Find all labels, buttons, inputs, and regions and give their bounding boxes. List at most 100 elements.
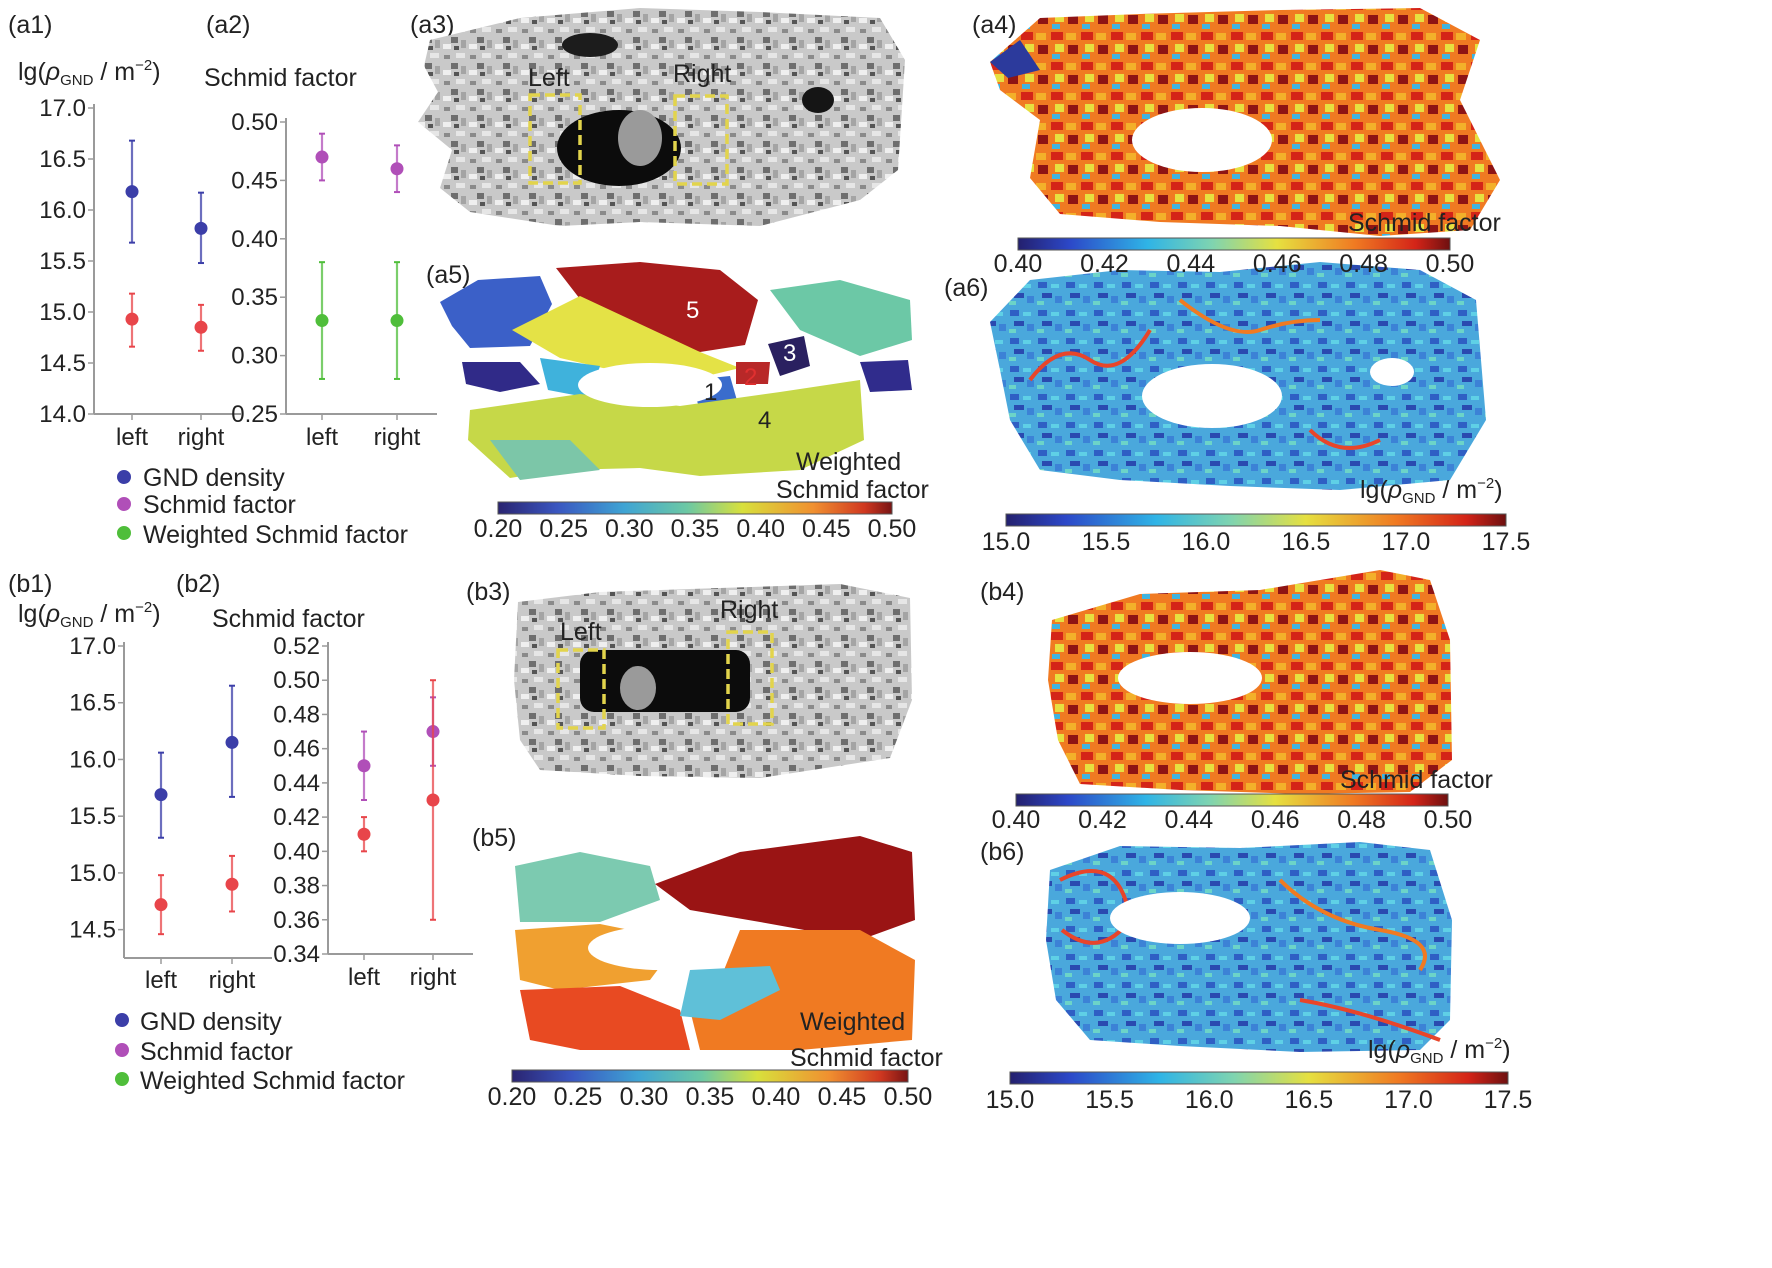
legend-a-wsf-marker <box>117 526 131 540</box>
a1-ytick-label: 14.5 <box>39 350 86 377</box>
panel-label-b2: (b2) <box>176 570 220 598</box>
b3-right-box <box>726 630 774 726</box>
b1-ytick-label: 15.5 <box>69 803 116 830</box>
a1-ytick-label: 16.0 <box>39 197 86 224</box>
b2-ytick-label: 0.52 <box>273 633 320 660</box>
legend-a-sf-label: Schmid factor <box>143 491 296 519</box>
b2-ytick-label: 0.42 <box>273 804 320 831</box>
b4-map-label: Schmid factor <box>1340 766 1493 794</box>
b1-marker <box>154 898 168 912</box>
a6-boundary-1 <box>1028 328 1152 382</box>
a1-ytick-label: 14.0 <box>39 401 86 428</box>
colorbar-b5-tick-label: 0.45 <box>818 1083 867 1111</box>
b6-boundary-2 <box>1278 878 1427 972</box>
colorbar-a5 <box>497 501 893 515</box>
panel-label-b3: (b3) <box>466 578 510 606</box>
b2-ytick-label: 0.40 <box>273 838 320 865</box>
colorbar-b4-tick-label: 0.48 <box>1337 806 1386 834</box>
map-a6-gnd: lg(ρGND / m−2) <box>990 262 1503 507</box>
b3-left-box <box>556 648 606 730</box>
a1-marker <box>125 185 139 199</box>
b1-point-1-left <box>154 874 168 936</box>
b3-left-label: Left <box>560 618 602 646</box>
colorbar-b4-tick-label: 0.50 <box>1424 806 1473 834</box>
a6-map-label: lg(ρGND / m−2) <box>1360 475 1503 507</box>
map-b3-grayscale: Left Right <box>514 584 912 778</box>
panel-label-b6: (b6) <box>980 838 1024 866</box>
a1-marker <box>194 221 208 235</box>
a6-boundary-2 <box>1178 298 1321 334</box>
a1-ytick-label: 15.0 <box>39 299 86 326</box>
a1-ytick-label: 15.5 <box>39 248 86 275</box>
colorbar-b4-tick-label: 0.44 <box>1164 806 1213 834</box>
b1-xtick-label-left: left <box>145 967 177 994</box>
a6-small-void <box>1370 358 1414 386</box>
legend-b-gnd-marker <box>115 1013 129 1027</box>
legend-b-wsf-marker <box>115 1072 129 1086</box>
colorbar-b4-tick-label: 0.42 <box>1078 806 1127 834</box>
a3-void <box>557 110 681 186</box>
b2-axis-title: Schmid factor <box>212 605 365 633</box>
a1-point-0-left <box>125 139 139 244</box>
b3-inclusion <box>620 666 656 710</box>
b1-marker <box>225 877 239 891</box>
colorbar-a5-tick-label: 0.50 <box>868 515 917 543</box>
panel-label-a1: (a1) <box>8 11 52 39</box>
a3-small-void <box>802 87 834 113</box>
colorbar-b4 <box>1015 793 1449 807</box>
b2-point-1-left <box>357 816 371 853</box>
b2-point-0-left <box>357 730 371 801</box>
b1-marker <box>225 735 239 749</box>
b2-ytick-label: 0.50 <box>273 667 320 694</box>
b6-void <box>1110 892 1250 944</box>
colorbar-a4-tick-label: 0.44 <box>1166 250 1215 278</box>
a2-point-0-left <box>315 132 329 182</box>
a2-marker <box>315 314 329 328</box>
legend-b-wsf-label: Weighted Schmid factor <box>140 1067 405 1095</box>
colorbar-a4-tick-label: 0.40 <box>994 250 1043 278</box>
a2-ytick-label: 0.40 <box>231 226 278 253</box>
legend-b-sf-label: Schmid factor <box>140 1038 293 1066</box>
b6-sample-region <box>1046 842 1452 1052</box>
a5-grain-label-1: 1 <box>704 379 717 406</box>
colorbar-a5-tick-label: 0.20 <box>474 515 523 543</box>
b5-grain-teal <box>515 852 660 922</box>
a1-xtick-label-right: right <box>178 424 225 451</box>
a2-ytick-label: 0.35 <box>231 284 278 311</box>
colorbar-b6 <box>1009 1071 1509 1085</box>
a5-grain-yellow <box>512 296 740 380</box>
a5-map-label-line2: Schmid factor <box>776 476 929 504</box>
a1-point-1-left <box>125 292 139 348</box>
b5-grain-darkred <box>655 836 915 940</box>
b5-grain-orange-right <box>690 930 915 1050</box>
legend-a: GND density Schmid factor Weighted Schmi… <box>117 464 408 549</box>
colorbar-b5-tick-label: 0.50 <box>884 1083 933 1111</box>
panel-label-a2: (a2) <box>206 11 250 39</box>
a3-left-box <box>528 93 582 185</box>
colorbar-a6-tick-label: 16.5 <box>1282 528 1331 556</box>
b2-ytick-label: 0.48 <box>273 701 320 728</box>
a5-grain-3 <box>768 336 810 376</box>
panel-label-a5: (a5) <box>426 261 470 289</box>
a2-marker <box>390 314 404 328</box>
colorbar-a4-tick-label: 0.46 <box>1253 250 1302 278</box>
a2-axis-title: Schmid factor <box>204 64 357 92</box>
b6-map-label: lg(ρGND / m−2) <box>1368 1035 1511 1067</box>
colorbar-a5-tick-label: 0.25 <box>539 515 588 543</box>
panel-label-b4: (b4) <box>980 578 1024 606</box>
b5-map-label-line1: Weighted <box>800 1008 905 1036</box>
a2-xtick-label-left: left <box>306 424 338 451</box>
a1-point-1-right <box>194 303 208 352</box>
a6-void <box>1142 364 1282 428</box>
b6-boundary-3 <box>1299 998 1441 1042</box>
map-b6-gnd: lg(ρGND / m−2) <box>1046 842 1511 1067</box>
colorbar-a5-tick-label: 0.35 <box>671 515 720 543</box>
a1-marker <box>194 320 208 334</box>
b2-marker <box>426 793 440 807</box>
a2-marker <box>315 150 329 164</box>
colorbar-b6-tick-label: 17.5 <box>1484 1086 1533 1114</box>
a3-dark-patch <box>562 33 618 57</box>
colorbar-a5-tick-label: 0.30 <box>605 515 654 543</box>
a2-ytick-label: 0.45 <box>231 167 278 194</box>
a4-void <box>1132 108 1272 172</box>
